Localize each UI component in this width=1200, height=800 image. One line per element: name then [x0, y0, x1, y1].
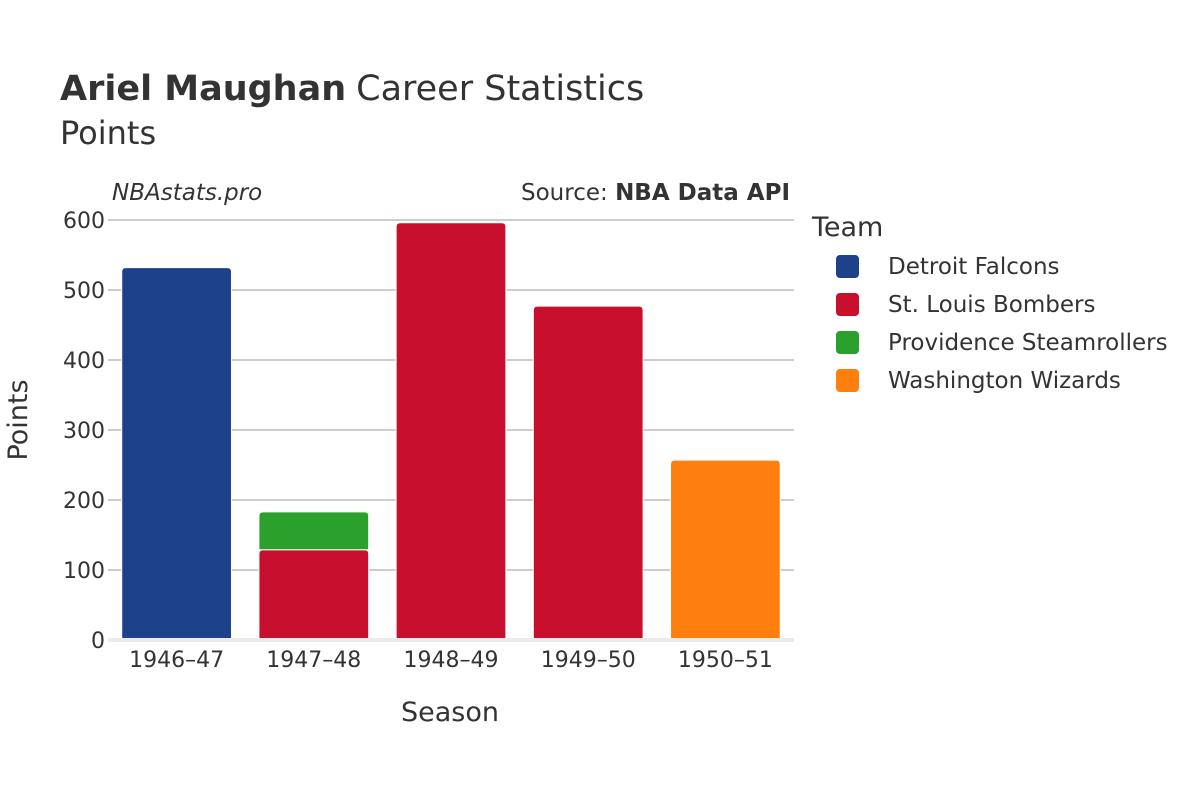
y-tick-label-0: 0 — [91, 629, 105, 654]
x-tick-label-1948–49: 1948–49 — [404, 648, 499, 673]
title-rest: Career Statistics — [356, 69, 644, 109]
x-tick-label-1947–48: 1947–48 — [266, 648, 361, 673]
y-tick-label-300: 300 — [63, 419, 105, 444]
bar-1946–47-detroit-falcons[interactable] — [121, 267, 232, 641]
legend-item-providence-steamrollers[interactable]: Providence Steamrollers — [836, 330, 1168, 356]
legend-swatch — [836, 293, 859, 316]
source-label: Source: NBA Data API — [521, 180, 790, 206]
bar-1950–51-washington-wizards[interactable] — [670, 459, 781, 641]
legend-item-st-louis-bombers[interactable]: St. Louis Bombers — [836, 292, 1095, 318]
source-prefix: Source: — [521, 180, 615, 206]
legend-label: St. Louis Bombers — [888, 292, 1095, 318]
legend-title: Team — [811, 212, 883, 243]
chart-subtitle: Points — [60, 114, 156, 152]
legend-label: Washington Wizards — [888, 368, 1121, 394]
y-tick-label-200: 200 — [63, 489, 105, 514]
chart-title: Ariel Maughan Career Statistics — [60, 69, 644, 109]
x-axis-title: Season — [401, 697, 499, 728]
source-name: NBA Data API — [615, 180, 790, 206]
bar-1949–50-st-louis-bombers[interactable] — [532, 305, 644, 641]
legend: Detroit Falcons St. Louis Bombers Providen… — [836, 254, 1168, 394]
bar-1947–48-providence-steamrollers[interactable] — [258, 511, 370, 551]
y-axis-title: Points — [3, 379, 34, 460]
y-tick-label-500: 500 — [63, 279, 105, 304]
y-tick-label-600: 600 — [63, 209, 105, 234]
title-player-name: Ariel Maughan — [60, 69, 346, 109]
legend-swatch — [836, 369, 859, 392]
bars — [121, 222, 781, 641]
watermark: NBAstats.pro — [112, 180, 262, 206]
legend-item-washington-wizards[interactable]: Washington Wizards — [836, 368, 1121, 394]
legend-swatch — [836, 255, 859, 278]
legend-label: Detroit Falcons — [888, 254, 1060, 280]
x-tick-label-1946–47: 1946–47 — [129, 648, 224, 673]
x-tick-label-1949–50: 1949–50 — [541, 648, 636, 673]
y-tick-label-100: 100 — [63, 559, 105, 584]
x-axis-baseline — [108, 638, 794, 642]
bar-1948–49-st-louis-bombers[interactable] — [395, 222, 507, 641]
bar-1947–48-st-louis-bombers[interactable] — [258, 549, 370, 641]
x-axis-ticks: 1946–47 1947–48 1948–49 1949–50 1950–51 — [129, 648, 773, 673]
legend-swatch — [836, 331, 859, 354]
x-tick-label-1950–51: 1950–51 — [678, 648, 773, 673]
legend-label: Providence Steamrollers — [888, 330, 1168, 356]
y-tick-label-400: 400 — [63, 349, 105, 374]
y-axis-ticks: 0 100 200 300 400 500 600 — [63, 209, 105, 654]
legend-item-detroit-falcons[interactable]: Detroit Falcons — [836, 254, 1060, 280]
